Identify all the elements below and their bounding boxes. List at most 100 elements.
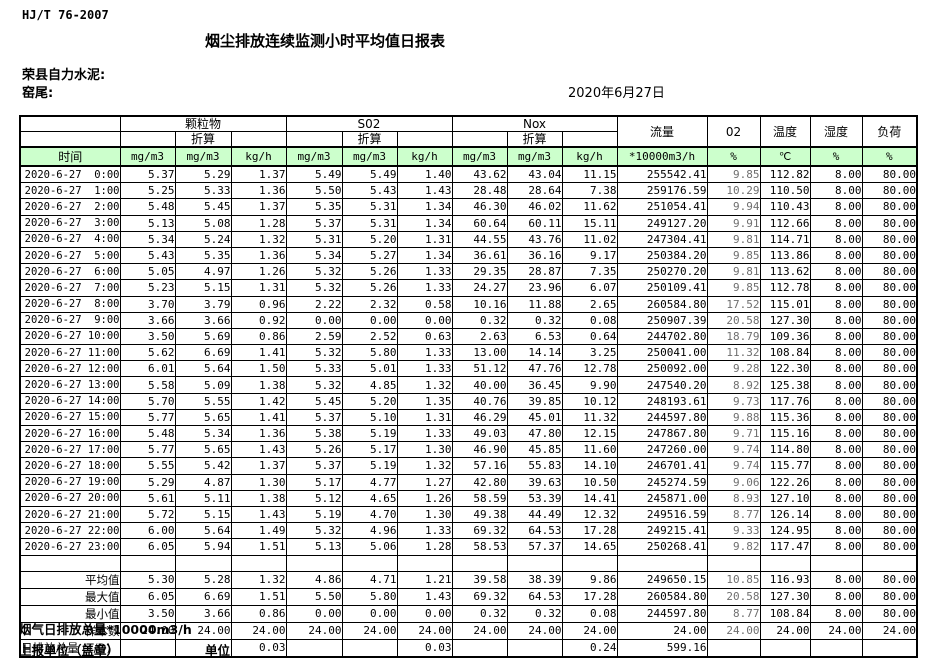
value-cell: 0.96 — [230, 295, 287, 313]
value-cell: 18.79 — [706, 327, 761, 346]
value-cell: 249215.41 — [616, 522, 708, 540]
value-cell: 23.96 — [506, 279, 563, 297]
value-cell: 15.11 — [561, 214, 618, 232]
particulate-converted-label: 折算 — [174, 131, 232, 148]
value-cell: 1.41 — [230, 408, 287, 427]
unit-cell: kg/h — [561, 146, 618, 167]
value-cell: 39.58 — [451, 570, 508, 589]
value-cell: 260584.80 — [616, 295, 708, 313]
value-cell: 0.32 — [506, 311, 563, 329]
value-cell: 3.25 — [561, 344, 618, 362]
value-cell: 0.00 — [285, 311, 343, 329]
value-cell: 245274.59 — [616, 473, 708, 491]
value-cell: 11.62 — [561, 198, 618, 216]
time-cell: 2020-6-27 11:00 — [19, 344, 121, 362]
value-cell — [759, 554, 811, 572]
value-cell: 9.74 — [706, 457, 761, 475]
value-cell: 0.00 — [396, 604, 453, 623]
value-cell: 8.00 — [809, 538, 863, 556]
value-cell: 14.10 — [561, 457, 618, 475]
value-cell: 28.48 — [451, 182, 508, 200]
value-cell: 46.90 — [451, 441, 508, 459]
value-cell: 80.00 — [861, 311, 918, 329]
value-cell: 8.00 — [809, 360, 863, 378]
value-cell: 245871.00 — [616, 489, 708, 507]
value-cell: 8.00 — [809, 344, 863, 362]
value-cell: 5.65 — [174, 408, 232, 427]
value-cell: 57.16 — [451, 457, 508, 475]
value-cell: 5.09 — [174, 376, 232, 394]
value-cell: 250109.41 — [616, 279, 708, 297]
value-cell: 6.05 — [119, 587, 176, 606]
value-cell — [809, 638, 863, 658]
value-cell: 0.86 — [230, 604, 287, 623]
value-cell: 2.52 — [341, 327, 398, 346]
time-cell: 2020-6-27 14:00 — [19, 392, 121, 410]
company-name: 荣县自力水泥: — [22, 68, 106, 83]
so2-converted-label: 折算 — [341, 131, 398, 148]
value-cell: 10.29 — [706, 182, 761, 200]
value-cell: 80.00 — [861, 230, 918, 248]
value-cell: 5.34 — [174, 424, 232, 443]
value-cell: 244597.80 — [616, 408, 708, 427]
value-cell — [861, 554, 918, 572]
value-cell: 7.35 — [561, 263, 618, 281]
col-temperature-label: 温度 — [759, 115, 811, 148]
time-cell: 2020-6-27 10:00 — [19, 327, 121, 346]
table-row: 2020-6-27 1:00 5.25 5.33 1.36 5.50 5.43 1.43 28… — [19, 182, 918, 200]
value-cell: 24.00 — [759, 621, 811, 640]
value-cell: 2.22 — [285, 295, 343, 313]
value-cell: 5.32 — [285, 522, 343, 540]
summary-row: 平均值 5.30 5.28 1.32 4.86 4.71 1.21 39.58 38.39 9.8… — [19, 570, 918, 589]
table-row: 2020-6-27 2:00 5.48 5.45 1.37 5.35 5.31 1.34 46… — [19, 198, 918, 216]
value-cell: 80.00 — [861, 441, 918, 459]
value-cell: 7.38 — [561, 182, 618, 200]
value-cell: 5.70 — [119, 392, 176, 410]
value-cell: 9.33 — [706, 522, 761, 540]
value-cell: 5.26 — [285, 441, 343, 459]
value-cell: 5.11 — [174, 489, 232, 507]
value-cell: 8.00 — [809, 230, 863, 248]
value-cell: 24.00 — [451, 621, 508, 640]
time-cell: 2020-6-27 17:00 — [19, 441, 121, 459]
value-cell: 1.33 — [396, 279, 453, 297]
value-cell: 14.41 — [561, 489, 618, 507]
flow-unit-cell: *10000m3/h — [616, 146, 708, 167]
value-cell: 1.37 — [230, 198, 287, 216]
value-cell: 5.29 — [119, 473, 176, 491]
value-cell: 11.32 — [706, 344, 761, 362]
value-cell: 5.77 — [119, 441, 176, 459]
value-cell: 108.84 — [759, 604, 811, 623]
value-cell: 5.55 — [174, 392, 232, 410]
value-cell: 5.26 — [341, 263, 398, 281]
value-cell: 247867.80 — [616, 424, 708, 443]
value-cell: 1.31 — [396, 408, 453, 427]
value-cell: 51.12 — [451, 360, 508, 378]
value-cell: 9.71 — [706, 424, 761, 443]
summary-label: 最大值 — [19, 587, 121, 606]
value-cell: 4.86 — [285, 570, 343, 589]
summary-row: 样本数 24.00 24.00 24.00 24.00 24.00 24.00 24.00 24… — [19, 621, 918, 640]
value-cell: 1.30 — [396, 441, 453, 459]
table-row: 2020-6-27 4:00 5.34 5.24 1.32 5.31 5.20 1.31 44… — [19, 230, 918, 248]
value-cell: 5.12 — [285, 489, 343, 507]
value-cell: 1.26 — [396, 489, 453, 507]
value-cell: 5.42 — [174, 457, 232, 475]
table-row: 2020-6-27 0:00 5.37 5.29 1.37 5.49 5.49 1.40 43… — [19, 165, 918, 184]
value-cell: 80.00 — [861, 246, 918, 265]
value-cell — [341, 554, 398, 572]
value-cell: 8.00 — [809, 522, 863, 540]
value-cell: 5.31 — [341, 198, 398, 216]
value-cell: 0.00 — [341, 604, 398, 623]
value-cell: 80.00 — [861, 214, 918, 232]
value-cell: 80.00 — [861, 408, 918, 427]
value-cell — [119, 638, 176, 658]
value-cell: 127.30 — [759, 587, 811, 606]
value-cell: 49.03 — [451, 424, 508, 443]
value-cell: 9.85 — [706, 246, 761, 265]
value-cell: 248193.61 — [616, 392, 708, 410]
value-cell: 1.38 — [230, 489, 287, 507]
value-cell: 1.35 — [396, 392, 453, 410]
value-cell: 5.48 — [119, 424, 176, 443]
